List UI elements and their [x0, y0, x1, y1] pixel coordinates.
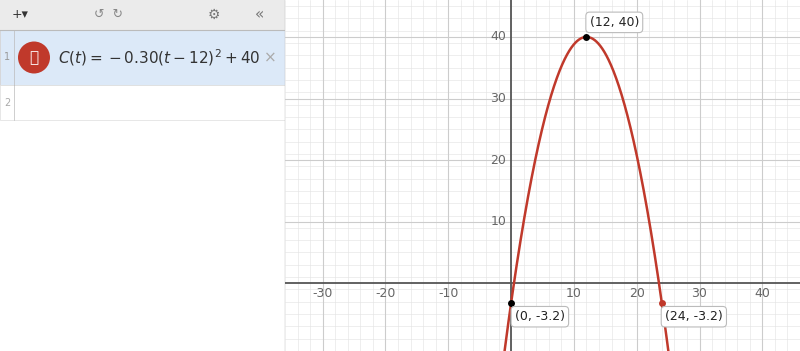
- Text: (24, -3.2): (24, -3.2): [665, 310, 722, 323]
- Bar: [0, 30, 285, 85]
- Text: -10: -10: [438, 287, 458, 300]
- Text: ↺  ↻: ↺ ↻: [94, 8, 123, 21]
- Text: 10: 10: [490, 215, 506, 228]
- Text: 2: 2: [4, 98, 10, 107]
- Text: 40: 40: [490, 31, 506, 44]
- Text: 1: 1: [4, 53, 10, 62]
- Text: -20: -20: [375, 287, 396, 300]
- Text: 10: 10: [566, 287, 582, 300]
- Bar: [0, 85, 285, 120]
- Text: 20: 20: [490, 154, 506, 167]
- Bar: [0, 0, 285, 30]
- Text: 40: 40: [754, 287, 770, 300]
- Text: +▾: +▾: [12, 8, 29, 21]
- Text: 20: 20: [629, 287, 645, 300]
- Text: 30: 30: [691, 287, 707, 300]
- Text: ⚙: ⚙: [207, 8, 220, 22]
- Text: 𝒩: 𝒩: [30, 50, 38, 65]
- Text: (12, 40): (12, 40): [590, 16, 639, 29]
- Circle shape: [18, 41, 50, 73]
- Text: $C(t) = -0.30(t-12)^2 + 40$: $C(t) = -0.30(t-12)^2 + 40$: [58, 47, 260, 68]
- Text: ×: ×: [264, 50, 277, 65]
- Text: -30: -30: [313, 287, 333, 300]
- Text: «: «: [254, 7, 264, 22]
- Text: 30: 30: [490, 92, 506, 105]
- Text: (0, -3.2): (0, -3.2): [515, 310, 565, 323]
